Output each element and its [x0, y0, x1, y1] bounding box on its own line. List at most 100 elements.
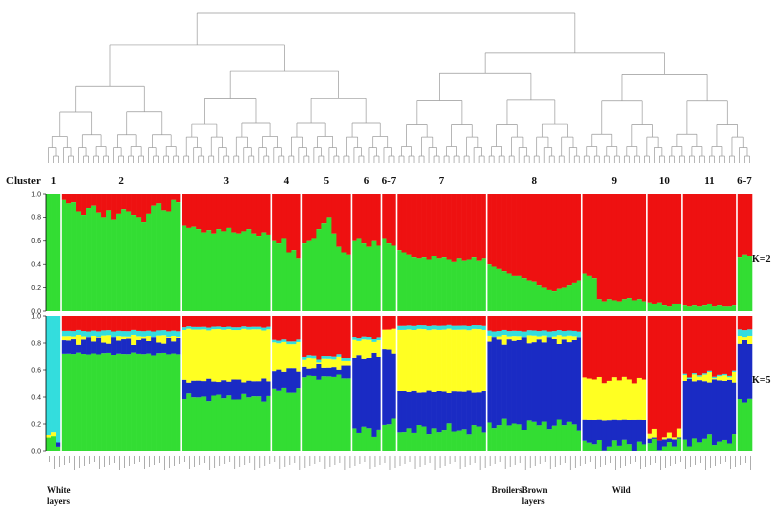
k5-bar-cyan-57 [331, 356, 337, 360]
k5-bar-cyan-70 [396, 325, 402, 330]
k5-bar-yellow-18 [136, 336, 142, 340]
k5-bar-yellow-14 [116, 336, 122, 341]
k2-bar-green-32 [206, 230, 212, 311]
k2-bar-green-58 [336, 246, 342, 311]
k2-bar-red-113 [611, 194, 618, 301]
k5-bar-yellow-4 [66, 336, 72, 341]
k5-bar-red-81 [451, 316, 457, 326]
k5-bar-green-23 [161, 352, 167, 451]
k2-bar-green-113 [611, 300, 618, 311]
k5-bar-green-71 [401, 432, 407, 451]
k5-bar-red-103 [561, 316, 568, 332]
k2-bar-red-38 [236, 194, 242, 234]
k5-bar-green-35 [221, 398, 227, 451]
k2-bar-green-38 [236, 233, 242, 311]
k2-bar-red-65 [371, 194, 377, 241]
k5-bar-cyan-1 [51, 316, 57, 433]
k2-bar-red-57 [331, 194, 337, 234]
k5-bar-red-25 [171, 316, 177, 331]
k2-bar-green-43 [261, 232, 267, 311]
k2-bar-green-127 [681, 305, 688, 311]
k5-bar-blue-137 [731, 382, 738, 435]
k5-bar-red-26 [176, 316, 182, 332]
k5-bar-yellow-12 [106, 335, 112, 344]
k5-bar-red-132 [706, 316, 713, 371]
k5-bar-blue-95 [521, 337, 527, 430]
k5-bar-green-32 [206, 401, 212, 451]
k5-bar-red-78 [436, 316, 442, 326]
k5-bar-blue-82 [456, 391, 462, 431]
k5-bar-cyan-22 [156, 330, 162, 336]
k2-bar-green-41 [251, 233, 257, 311]
k5-bar-blue-73 [411, 390, 417, 433]
k5-bar-red-91 [501, 316, 507, 330]
k2-bar-green-2 [56, 194, 62, 311]
k5-bar-green-30 [196, 397, 202, 451]
k5-bar-green-74 [416, 425, 422, 451]
k5-bar-red-48 [286, 316, 292, 342]
k5-bar-yellow-59 [341, 360, 347, 366]
k5-bar-cyan-2 [56, 316, 62, 443]
k5-bar-red-61 [351, 316, 357, 338]
k5-bar-red-137 [731, 316, 738, 371]
k5-bar-red-128 [686, 316, 693, 378]
k5-bar-green-134 [716, 441, 723, 451]
k2-bar-red-127 [681, 194, 688, 306]
k5-bar-red-8 [86, 316, 92, 332]
k2-bar-green-76 [426, 259, 432, 311]
cluster-heading: Cluster [6, 175, 41, 187]
k5-bar-blue-5 [71, 339, 77, 355]
k5-bar-red-122 [656, 316, 663, 441]
k5-bar-yellow-84 [466, 330, 472, 391]
k5-bar-cyan-137 [731, 370, 738, 372]
k5-bar-red-93 [511, 316, 517, 331]
k2-bar-green-6 [76, 211, 82, 311]
k5-bar-green-63 [361, 426, 367, 451]
k5-bar-yellow-11 [101, 335, 107, 343]
k2-tick-label: 0.8 [31, 215, 41, 222]
k2-bar-green-33 [211, 233, 217, 311]
k2-bar-green-34 [216, 229, 222, 311]
k5-bar-red-133 [711, 316, 718, 377]
k5-bar-green-49 [291, 392, 297, 451]
k5-bar-green-5 [71, 354, 77, 451]
k5-bar-cyan-132 [706, 370, 713, 373]
k2-bar-red-109 [591, 194, 598, 279]
k2-bar-green-14 [116, 213, 122, 311]
k5-bar-green-91 [501, 418, 507, 451]
k5-bar-yellow-129 [691, 374, 698, 382]
k5-bar-blue-6 [76, 344, 82, 353]
k2-bar-green-139 [741, 254, 748, 311]
k2-bar-red-78 [436, 194, 442, 259]
k5-bar-blue-54 [316, 363, 322, 380]
k5-bar-cyan-9 [91, 330, 97, 336]
k2-bar-green-57 [331, 233, 337, 311]
k5-bar-red-98 [536, 316, 543, 332]
k5-bar-cyan-78 [436, 325, 442, 330]
k5-bar-blue-29 [191, 380, 197, 398]
cluster-label-9: 9 [612, 175, 618, 187]
dendrogram [48, 12, 750, 163]
k2-bar-green-51 [301, 243, 307, 311]
k5-bar-yellow-1 [51, 432, 57, 437]
k2-bar-red-64 [366, 194, 372, 247]
k5-bar-green-100 [546, 429, 553, 451]
k2-bar-red-44 [266, 194, 272, 235]
k5-bar-blue-109 [591, 419, 598, 445]
k5-bar-blue-133 [711, 379, 718, 446]
k5-bar-yellow-139 [741, 337, 748, 340]
cluster-label-5: 5 [324, 175, 330, 187]
k2-bar-red-132 [706, 194, 713, 304]
k5-bar-red-44 [266, 316, 272, 327]
k5-bar-green-119 [641, 444, 648, 451]
k2-bar-green-117 [631, 300, 638, 311]
k5-bar-blue-35 [221, 380, 227, 399]
k5-bar-cyan-56 [326, 356, 332, 359]
k5-bar-cyan-32 [206, 327, 212, 331]
k2-bar-green-106 [576, 280, 583, 311]
k5-bar-cyan-99 [541, 330, 548, 336]
k5-bar-yellow-47 [281, 341, 287, 372]
k5-bar-yellow-85 [471, 328, 477, 393]
k2-bar-red-90 [496, 194, 502, 269]
k5-bar-blue-134 [716, 380, 723, 442]
